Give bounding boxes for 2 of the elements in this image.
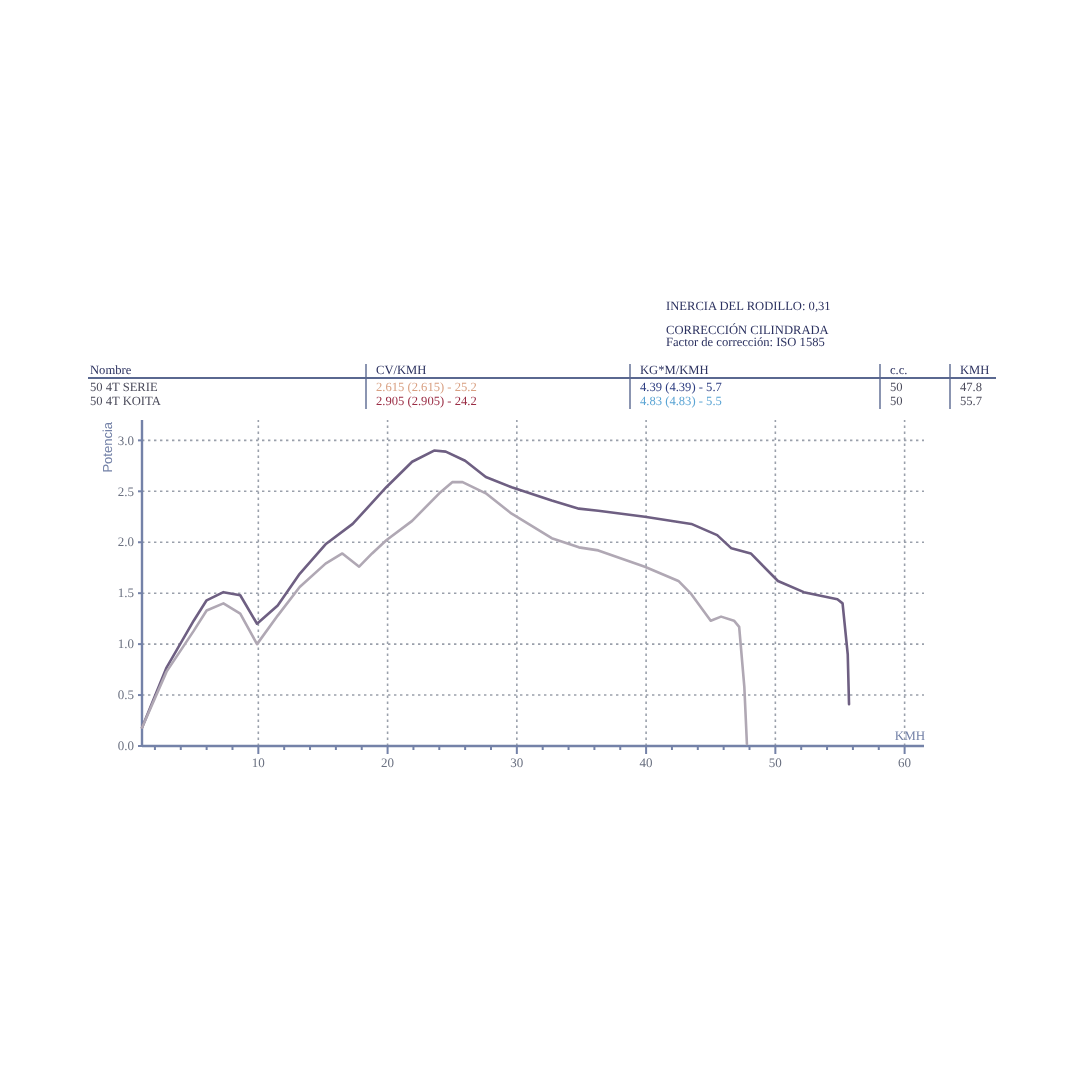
line-series: [140, 480, 749, 746]
line-series: [140, 449, 851, 729]
